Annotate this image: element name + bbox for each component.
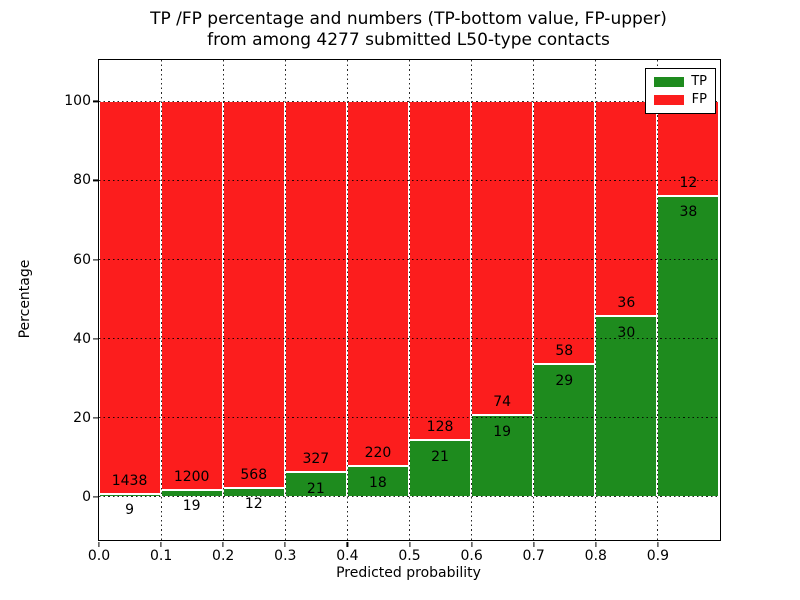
h-gridline-4 bbox=[98, 179, 720, 181]
x-tick-label-7: 0.7 bbox=[522, 548, 545, 564]
y-tick-2 bbox=[92, 337, 98, 340]
x-tick-4 bbox=[346, 541, 348, 547]
legend-swatch-tp bbox=[654, 77, 684, 87]
fp-count-label-7: 58 bbox=[555, 343, 574, 360]
tp-count-label-9: 38 bbox=[679, 204, 698, 221]
tp-bar-0 bbox=[98, 493, 161, 497]
bars-layer bbox=[98, 60, 720, 540]
y-tick-0 bbox=[92, 495, 98, 498]
x-tick-label-5: 0.5 bbox=[398, 548, 421, 564]
h-gridline-5 bbox=[98, 100, 720, 102]
tp-bar-4 bbox=[346, 466, 409, 497]
x-tick-6 bbox=[471, 541, 473, 547]
legend-label-fp: FP bbox=[691, 92, 707, 107]
x-tick-2 bbox=[222, 541, 224, 547]
chart-title-line2: from among 4277 submitted L50-type conta… bbox=[207, 30, 610, 50]
x-tick-1 bbox=[160, 541, 162, 547]
x-tick-8 bbox=[595, 541, 597, 547]
v-gridline-6 bbox=[471, 59, 473, 540]
fp-bar-4 bbox=[346, 100, 409, 467]
fp-bar-5 bbox=[409, 100, 472, 441]
y-tick-4 bbox=[92, 179, 98, 182]
x-tick-label-0: 0.0 bbox=[87, 548, 111, 564]
v-gridline-9 bbox=[657, 59, 659, 540]
fp-bar-9 bbox=[657, 100, 720, 196]
y-tick-3 bbox=[92, 258, 98, 261]
y-tick-5 bbox=[92, 100, 98, 103]
x-tick-label-3: 0.3 bbox=[274, 548, 297, 564]
h-gridline-2 bbox=[98, 338, 720, 340]
fp-bar-8 bbox=[595, 100, 658, 317]
legend-label-tp: TP bbox=[691, 74, 707, 89]
x-tick-label-6: 0.6 bbox=[460, 548, 483, 564]
v-gridline-4 bbox=[346, 59, 348, 540]
fp-bar-6 bbox=[471, 100, 534, 416]
fp-count-label-6: 74 bbox=[493, 394, 512, 411]
tp-count-label-1: 19 bbox=[182, 498, 201, 515]
y-tick-1 bbox=[92, 416, 98, 419]
v-gridline-8 bbox=[595, 59, 597, 540]
v-gridline-5 bbox=[409, 59, 410, 540]
y-tick-label-0: 0 bbox=[82, 488, 91, 505]
fp-count-label-8: 36 bbox=[617, 295, 636, 312]
h-gridline-0 bbox=[98, 496, 720, 498]
h-gridline-1 bbox=[98, 417, 720, 419]
v-gridline-2 bbox=[222, 59, 224, 540]
y-tick-label-2: 40 bbox=[73, 330, 91, 347]
x-axis-label: Predicted probability bbox=[336, 565, 481, 581]
fp-bar-7 bbox=[533, 100, 596, 365]
x-tick-3 bbox=[284, 541, 286, 547]
legend-entry-tp: TP bbox=[654, 75, 707, 89]
tp-bar-9 bbox=[657, 195, 720, 497]
tp-count-label-7: 29 bbox=[555, 372, 574, 389]
tp-count-label-2: 12 bbox=[244, 496, 263, 513]
grid-layer bbox=[98, 59, 720, 540]
fp-count-label-4: 220 bbox=[364, 445, 392, 462]
fp-count-label-1: 1200 bbox=[173, 468, 210, 485]
y-axis-label: Percentage bbox=[17, 259, 33, 339]
tp-count-label-3: 21 bbox=[306, 480, 325, 497]
fp-count-label-5: 128 bbox=[426, 419, 454, 436]
tp-count-label-6: 19 bbox=[493, 423, 512, 440]
chart-title: TP /FP percentage and numbers (TP-bottom… bbox=[98, 9, 719, 51]
fp-bar-2 bbox=[222, 100, 285, 488]
legend-swatch-fp bbox=[654, 95, 684, 105]
x-tick-9 bbox=[657, 541, 659, 547]
bar-labels-layer: 1438 9 1200 19 568 12 327 21 220 18 128 21 74 19 58 29 3… bbox=[99, 60, 720, 540]
y-tick-label-5: 100 bbox=[64, 93, 91, 110]
tp-count-label-5: 21 bbox=[431, 448, 449, 465]
tp-count-label-4: 18 bbox=[369, 474, 387, 491]
fp-count-label-9: 12 bbox=[679, 174, 698, 191]
x-tick-label-2: 0.2 bbox=[212, 548, 235, 564]
chart-title-line1: TP /FP percentage and numbers (TP-bottom… bbox=[150, 9, 667, 29]
tp-count-label-0: 9 bbox=[125, 502, 135, 519]
legend-entry-fp: FP bbox=[654, 93, 707, 107]
fp-bar-0 bbox=[98, 100, 161, 494]
fp-count-label-3: 327 bbox=[302, 451, 330, 468]
tp-count-label-8: 30 bbox=[617, 325, 636, 342]
x-tick-label-4: 0.4 bbox=[336, 548, 359, 564]
x-tick-label-9: 0.9 bbox=[646, 548, 670, 564]
v-gridline-1 bbox=[160, 59, 162, 540]
v-gridline-3 bbox=[284, 59, 286, 540]
tp-bar-5 bbox=[409, 440, 472, 497]
h-gridline-3 bbox=[98, 259, 720, 260]
x-tick-label-1: 0.1 bbox=[149, 548, 173, 564]
y-tick-label-1: 20 bbox=[73, 409, 91, 426]
x-tick-5 bbox=[408, 541, 411, 547]
legend: TP FP bbox=[645, 68, 716, 114]
x-tick-0 bbox=[98, 541, 100, 547]
fp-count-label-0: 1438 bbox=[111, 472, 148, 489]
v-gridline-7 bbox=[533, 59, 535, 540]
fp-count-label-2: 568 bbox=[240, 466, 268, 483]
x-tick-label-8: 0.8 bbox=[584, 548, 607, 564]
plot-area: 1438 9 1200 19 568 12 327 21 220 18 128 21 74 19 58 29 3… bbox=[97, 58, 721, 541]
y-tick-label-4: 80 bbox=[73, 172, 91, 189]
y-tick-label-3: 60 bbox=[73, 251, 91, 268]
x-tick-7 bbox=[533, 541, 535, 547]
tp-bar-7 bbox=[533, 364, 596, 497]
